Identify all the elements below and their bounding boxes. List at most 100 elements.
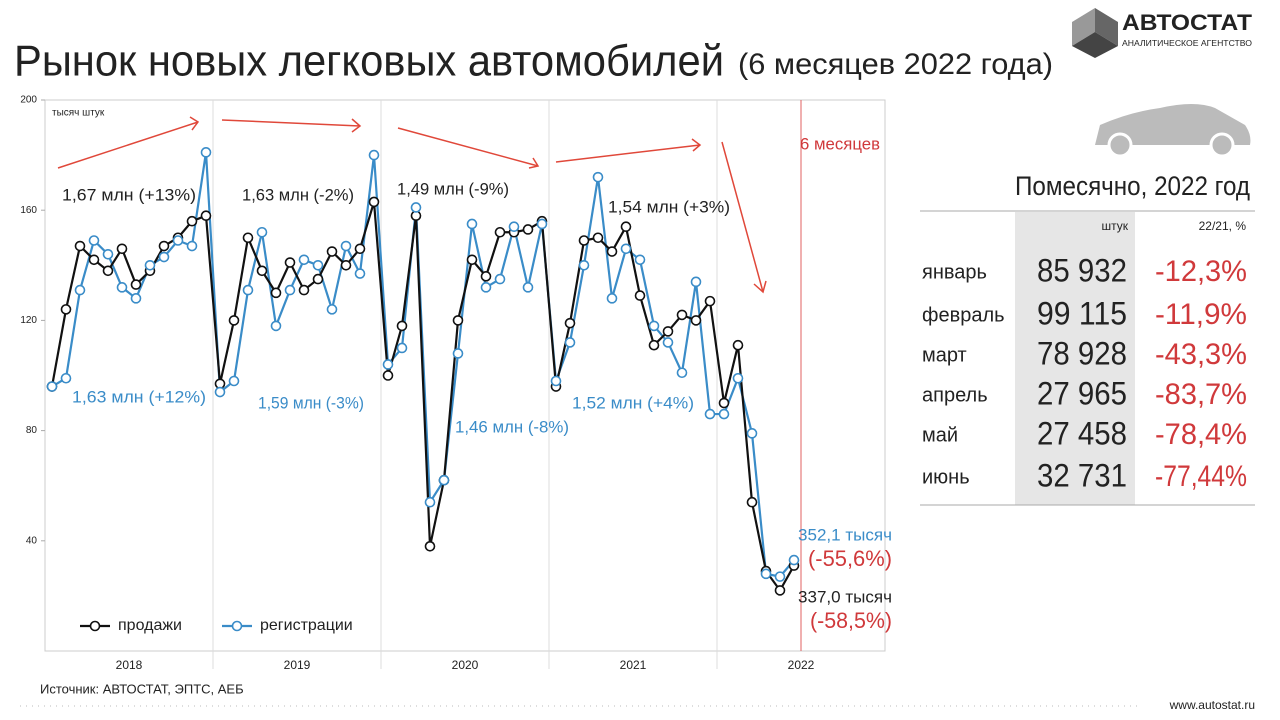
point <box>452 348 464 359</box>
annotation: 1,63 млн (-2%) <box>242 185 354 204</box>
table-cell: 32 731 <box>1037 457 1127 493</box>
y-tick-label: 40 <box>26 535 38 546</box>
table-cell: май <box>922 424 958 446</box>
point <box>46 381 58 392</box>
plot-frame <box>44 99 886 652</box>
point <box>424 541 436 552</box>
y-tick-label: 120 <box>20 315 37 326</box>
point <box>522 224 534 235</box>
point <box>368 149 380 161</box>
annotation: 352,1 тысяч <box>798 525 892 544</box>
logo: АВТОСТАТ АНАЛИТИЧЕСКОЕ АГЕНТСТВО <box>1072 8 1253 58</box>
point <box>704 408 716 420</box>
x-tick-label: 2021 <box>620 658 647 672</box>
point <box>326 246 338 257</box>
point <box>312 273 324 285</box>
table-cell: 85 932 <box>1037 252 1127 288</box>
point <box>144 259 156 271</box>
logo-subtext: АНАЛИТИЧЕСКОЕ АГЕНТСТВО <box>1122 39 1252 48</box>
point <box>620 243 632 255</box>
point <box>606 293 618 304</box>
point <box>564 317 576 329</box>
point <box>270 287 282 299</box>
point <box>200 147 212 158</box>
point <box>270 320 282 332</box>
table-body: январь 85 932 -12,3% февраль 99 115 -11,9% мар… <box>922 252 1247 493</box>
point <box>746 496 758 508</box>
point <box>466 254 478 266</box>
point <box>186 215 198 227</box>
point <box>662 337 674 348</box>
point <box>326 304 338 315</box>
x-tick-label: 2019 <box>284 658 311 672</box>
table-cell: -83,7% <box>1155 378 1247 411</box>
point <box>746 428 758 439</box>
table-cell: -43,3% <box>1155 338 1247 371</box>
annotation: 1,63 млн (+12%) <box>72 387 206 406</box>
point <box>676 309 688 321</box>
point <box>606 246 618 257</box>
point <box>704 295 716 307</box>
point <box>354 243 366 255</box>
point <box>788 554 800 566</box>
point <box>578 259 590 271</box>
annotation: 1,46 млн (-8%) <box>455 417 569 436</box>
point <box>242 284 254 296</box>
site: www.autostat.ru <box>1169 698 1255 712</box>
table-title: Помесячно, 2022 год <box>1015 171 1250 201</box>
point <box>228 375 240 387</box>
point <box>494 226 506 238</box>
annotation: (-55,6%) <box>808 546 892 571</box>
table-cell: январь <box>922 261 987 283</box>
x-tick-label: 2018 <box>116 658 143 672</box>
point <box>494 273 506 285</box>
point <box>396 320 408 332</box>
point <box>592 232 604 244</box>
legend-marker <box>231 620 243 632</box>
point <box>228 315 240 326</box>
table-cell: -78,4% <box>1155 418 1247 451</box>
point <box>256 265 268 277</box>
point <box>634 254 646 266</box>
point <box>592 171 604 183</box>
legend-marker <box>89 620 101 632</box>
y-tick-label: 160 <box>20 205 37 216</box>
table-cell: март <box>922 344 967 366</box>
point <box>158 251 170 263</box>
point <box>116 282 128 293</box>
legend-label: продажи <box>118 617 182 634</box>
point <box>648 320 660 332</box>
point <box>102 265 114 277</box>
annotation: 1,59 млн (-3%) <box>258 393 364 412</box>
annotation: 1,54 млн (+3%) <box>608 197 730 216</box>
point <box>298 254 310 266</box>
point <box>690 315 702 326</box>
point <box>340 259 352 271</box>
table-cell: 78 928 <box>1037 335 1127 371</box>
point <box>718 408 730 420</box>
table-header: 22/21, % <box>1199 219 1247 233</box>
y-tick-label: 200 <box>20 95 37 106</box>
point <box>732 339 744 351</box>
point <box>564 337 576 348</box>
logo-text: АВТОСТАТ <box>1122 10 1253 35</box>
table-cell: -12,3% <box>1155 255 1247 288</box>
point <box>340 240 352 252</box>
table-cell: апрель <box>922 384 988 406</box>
point <box>718 397 730 409</box>
point <box>116 243 128 255</box>
point <box>284 284 296 296</box>
annotation: 1,52 млн (+4%) <box>572 393 694 412</box>
point <box>438 474 450 486</box>
x-tick-label: 2020 <box>452 658 479 672</box>
y-axis-label: тысяч штук <box>52 108 105 119</box>
point <box>74 240 86 252</box>
point <box>732 372 744 384</box>
table-cell: февраль <box>922 304 1005 326</box>
point <box>774 585 786 596</box>
point <box>676 367 688 379</box>
point <box>186 240 198 252</box>
point <box>410 202 422 213</box>
point <box>214 386 226 398</box>
plot: 40 80 120 160 200 2018 2019 2020 2021 2022 продажи… <box>20 95 886 672</box>
